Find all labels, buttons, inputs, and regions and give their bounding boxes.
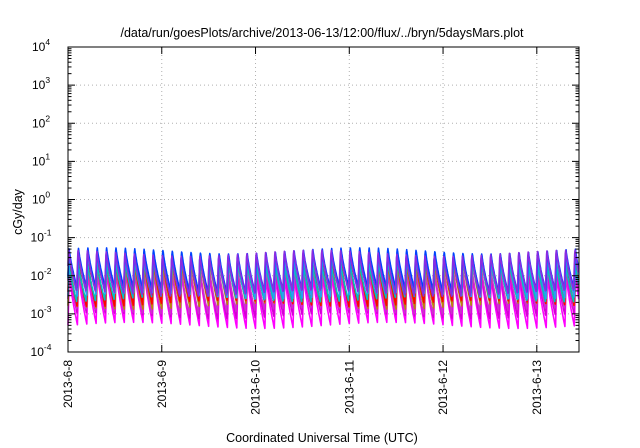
x-tick-label: 2013-6-8 [61, 360, 75, 408]
y-tick-labels: 10-4 10-3 10-2 10-1 100 101 102 103 104 [31, 37, 52, 359]
y-tick-label: 100 [32, 190, 50, 207]
x-tick-label: 2013-6-11 [342, 360, 356, 414]
chart-title: /data/run/goesPlots/archive/2013-06-13/1… [120, 26, 524, 40]
y-tick-label: 104 [32, 37, 50, 54]
x-axis-label: Coordinated Universal Time (UTC) [226, 431, 418, 445]
y-tick-label: 103 [32, 75, 50, 92]
y-tick-label: 10-4 [31, 342, 52, 359]
x-tick-label: 2013-6-10 [249, 360, 263, 415]
series-layer [67, 247, 580, 330]
y-tick-label: 102 [32, 113, 50, 130]
ticks [67, 46, 579, 353]
y-tick-label: 10-1 [31, 228, 52, 245]
y-tick-label: 10-3 [31, 304, 52, 321]
y-tick-label: 10-2 [31, 266, 52, 283]
grid [68, 47, 579, 352]
series-line [67, 249, 580, 298]
y-axis-label: cGy/day [11, 188, 25, 235]
x-tick-label: 2013-6-12 [436, 360, 450, 415]
x-tick-labels: 2013-6-8 2013-6-9 2013-6-10 2013-6-11 2013-6… [61, 360, 544, 415]
y-tick-label: 101 [32, 151, 50, 168]
x-tick-label: 2013-6-13 [530, 360, 544, 415]
x-tick-label: 2013-6-9 [155, 360, 169, 408]
